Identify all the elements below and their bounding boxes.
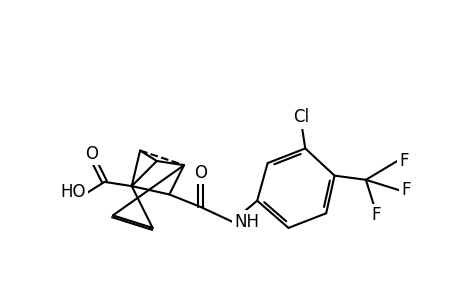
Text: O: O: [85, 145, 98, 163]
Text: F: F: [371, 206, 381, 224]
Text: F: F: [401, 181, 410, 199]
Text: F: F: [398, 152, 408, 170]
Text: O: O: [194, 164, 207, 181]
Text: Cl: Cl: [292, 108, 308, 126]
Text: NH: NH: [234, 213, 258, 231]
Text: HO: HO: [60, 183, 86, 201]
